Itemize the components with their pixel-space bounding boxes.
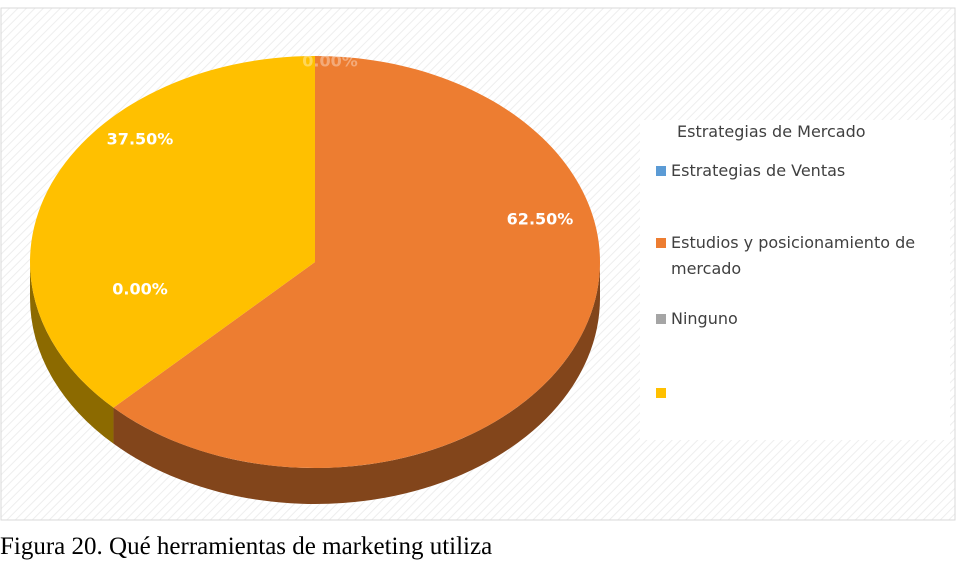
legend-label: Estrategias de Ventas: [671, 161, 846, 180]
pie: 0.00% 62.50% 0.00% 37.50%: [29, 52, 601, 505]
legend-swatch: [656, 238, 666, 248]
pie-slice: [113, 56, 601, 468]
legend-swatch: [656, 166, 666, 176]
data-label: 37.50%: [107, 130, 174, 149]
legend-item: Estrategias de Ventas: [656, 158, 946, 184]
legend-swatch: [656, 314, 666, 324]
data-label: 62.50%: [507, 210, 574, 229]
legend-label: Ninguno: [671, 309, 738, 328]
pie-side: [113, 262, 601, 505]
legend: Estrategias de Mercado Estrategias de Ve…: [640, 120, 950, 440]
data-label: 0.00%: [302, 52, 358, 71]
legend-item: Ninguno: [656, 306, 946, 332]
pie-side: [30, 262, 114, 444]
pie-slice: [29, 55, 315, 408]
legend-item: Estudios y posicionamiento de mercado: [656, 230, 946, 282]
legend-label: Estudios y posicionamiento de mercado: [671, 233, 916, 278]
legend-swatch: [656, 388, 666, 398]
legend-title: Estrategias de Mercado: [677, 122, 866, 141]
data-label: 0.00%: [112, 280, 168, 299]
legend-item: [656, 380, 946, 406]
caption: Figura 20. Qué herramientas de marketing…: [0, 533, 493, 560]
